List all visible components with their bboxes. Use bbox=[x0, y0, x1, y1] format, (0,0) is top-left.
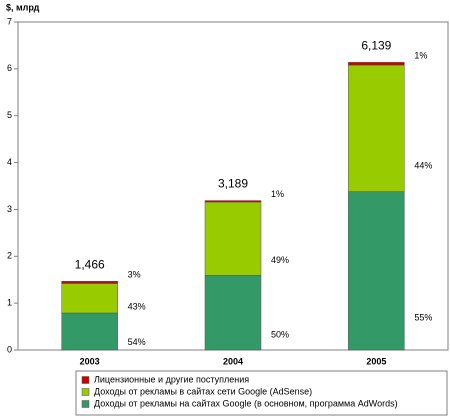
total-label: 1,466 bbox=[75, 257, 105, 271]
total-label: 3,189 bbox=[218, 177, 248, 191]
bar-segment bbox=[348, 62, 405, 66]
y-tick-label: 3 bbox=[7, 204, 12, 214]
y-tick-label: 1 bbox=[7, 298, 12, 308]
share-label: 54% bbox=[128, 337, 146, 347]
legend-box bbox=[75, 370, 448, 416]
bar-segment bbox=[348, 191, 405, 351]
y-tick-label: 2 bbox=[7, 251, 12, 261]
legend-label: Доходы от рекламы на сайтах Google (в ос… bbox=[94, 398, 398, 408]
y-tick-label: 4 bbox=[7, 157, 12, 167]
share-label: 3% bbox=[128, 270, 141, 280]
y-tick-label: 5 bbox=[7, 110, 12, 120]
share-label: 43% bbox=[128, 301, 146, 311]
bar-segment bbox=[204, 200, 262, 203]
bar-segment bbox=[61, 312, 118, 351]
x-tick-label: 2004 bbox=[223, 356, 243, 366]
share-label: 44% bbox=[414, 161, 432, 171]
legend-swatch bbox=[81, 388, 90, 396]
share-label: 1% bbox=[271, 189, 284, 199]
bar-segment bbox=[204, 201, 262, 276]
x-tick-label: 2005 bbox=[366, 356, 386, 366]
total-label: 6,139 bbox=[361, 39, 391, 53]
legend-label: Лицензионные и другие поступления bbox=[94, 374, 249, 384]
legend-label: Доходы от рекламы в сайтах сети Google (… bbox=[94, 386, 312, 396]
y-axis-label: $, млрд bbox=[6, 2, 40, 12]
share-label: 49% bbox=[271, 255, 289, 265]
bar-segment bbox=[61, 283, 118, 314]
y-tick-label: 6 bbox=[7, 63, 12, 73]
share-label: 50% bbox=[271, 329, 289, 339]
bar-segment bbox=[348, 64, 405, 192]
legend-swatch bbox=[81, 376, 90, 384]
bar-segment bbox=[204, 275, 262, 351]
x-tick-label: 2003 bbox=[80, 356, 100, 366]
y-tick-label: 7 bbox=[7, 16, 12, 26]
legend-swatch bbox=[81, 400, 90, 408]
y-tick-label: 0 bbox=[7, 344, 12, 354]
bar-segment bbox=[61, 281, 118, 284]
share-label: 1% bbox=[414, 51, 427, 61]
share-label: 55% bbox=[414, 313, 432, 323]
